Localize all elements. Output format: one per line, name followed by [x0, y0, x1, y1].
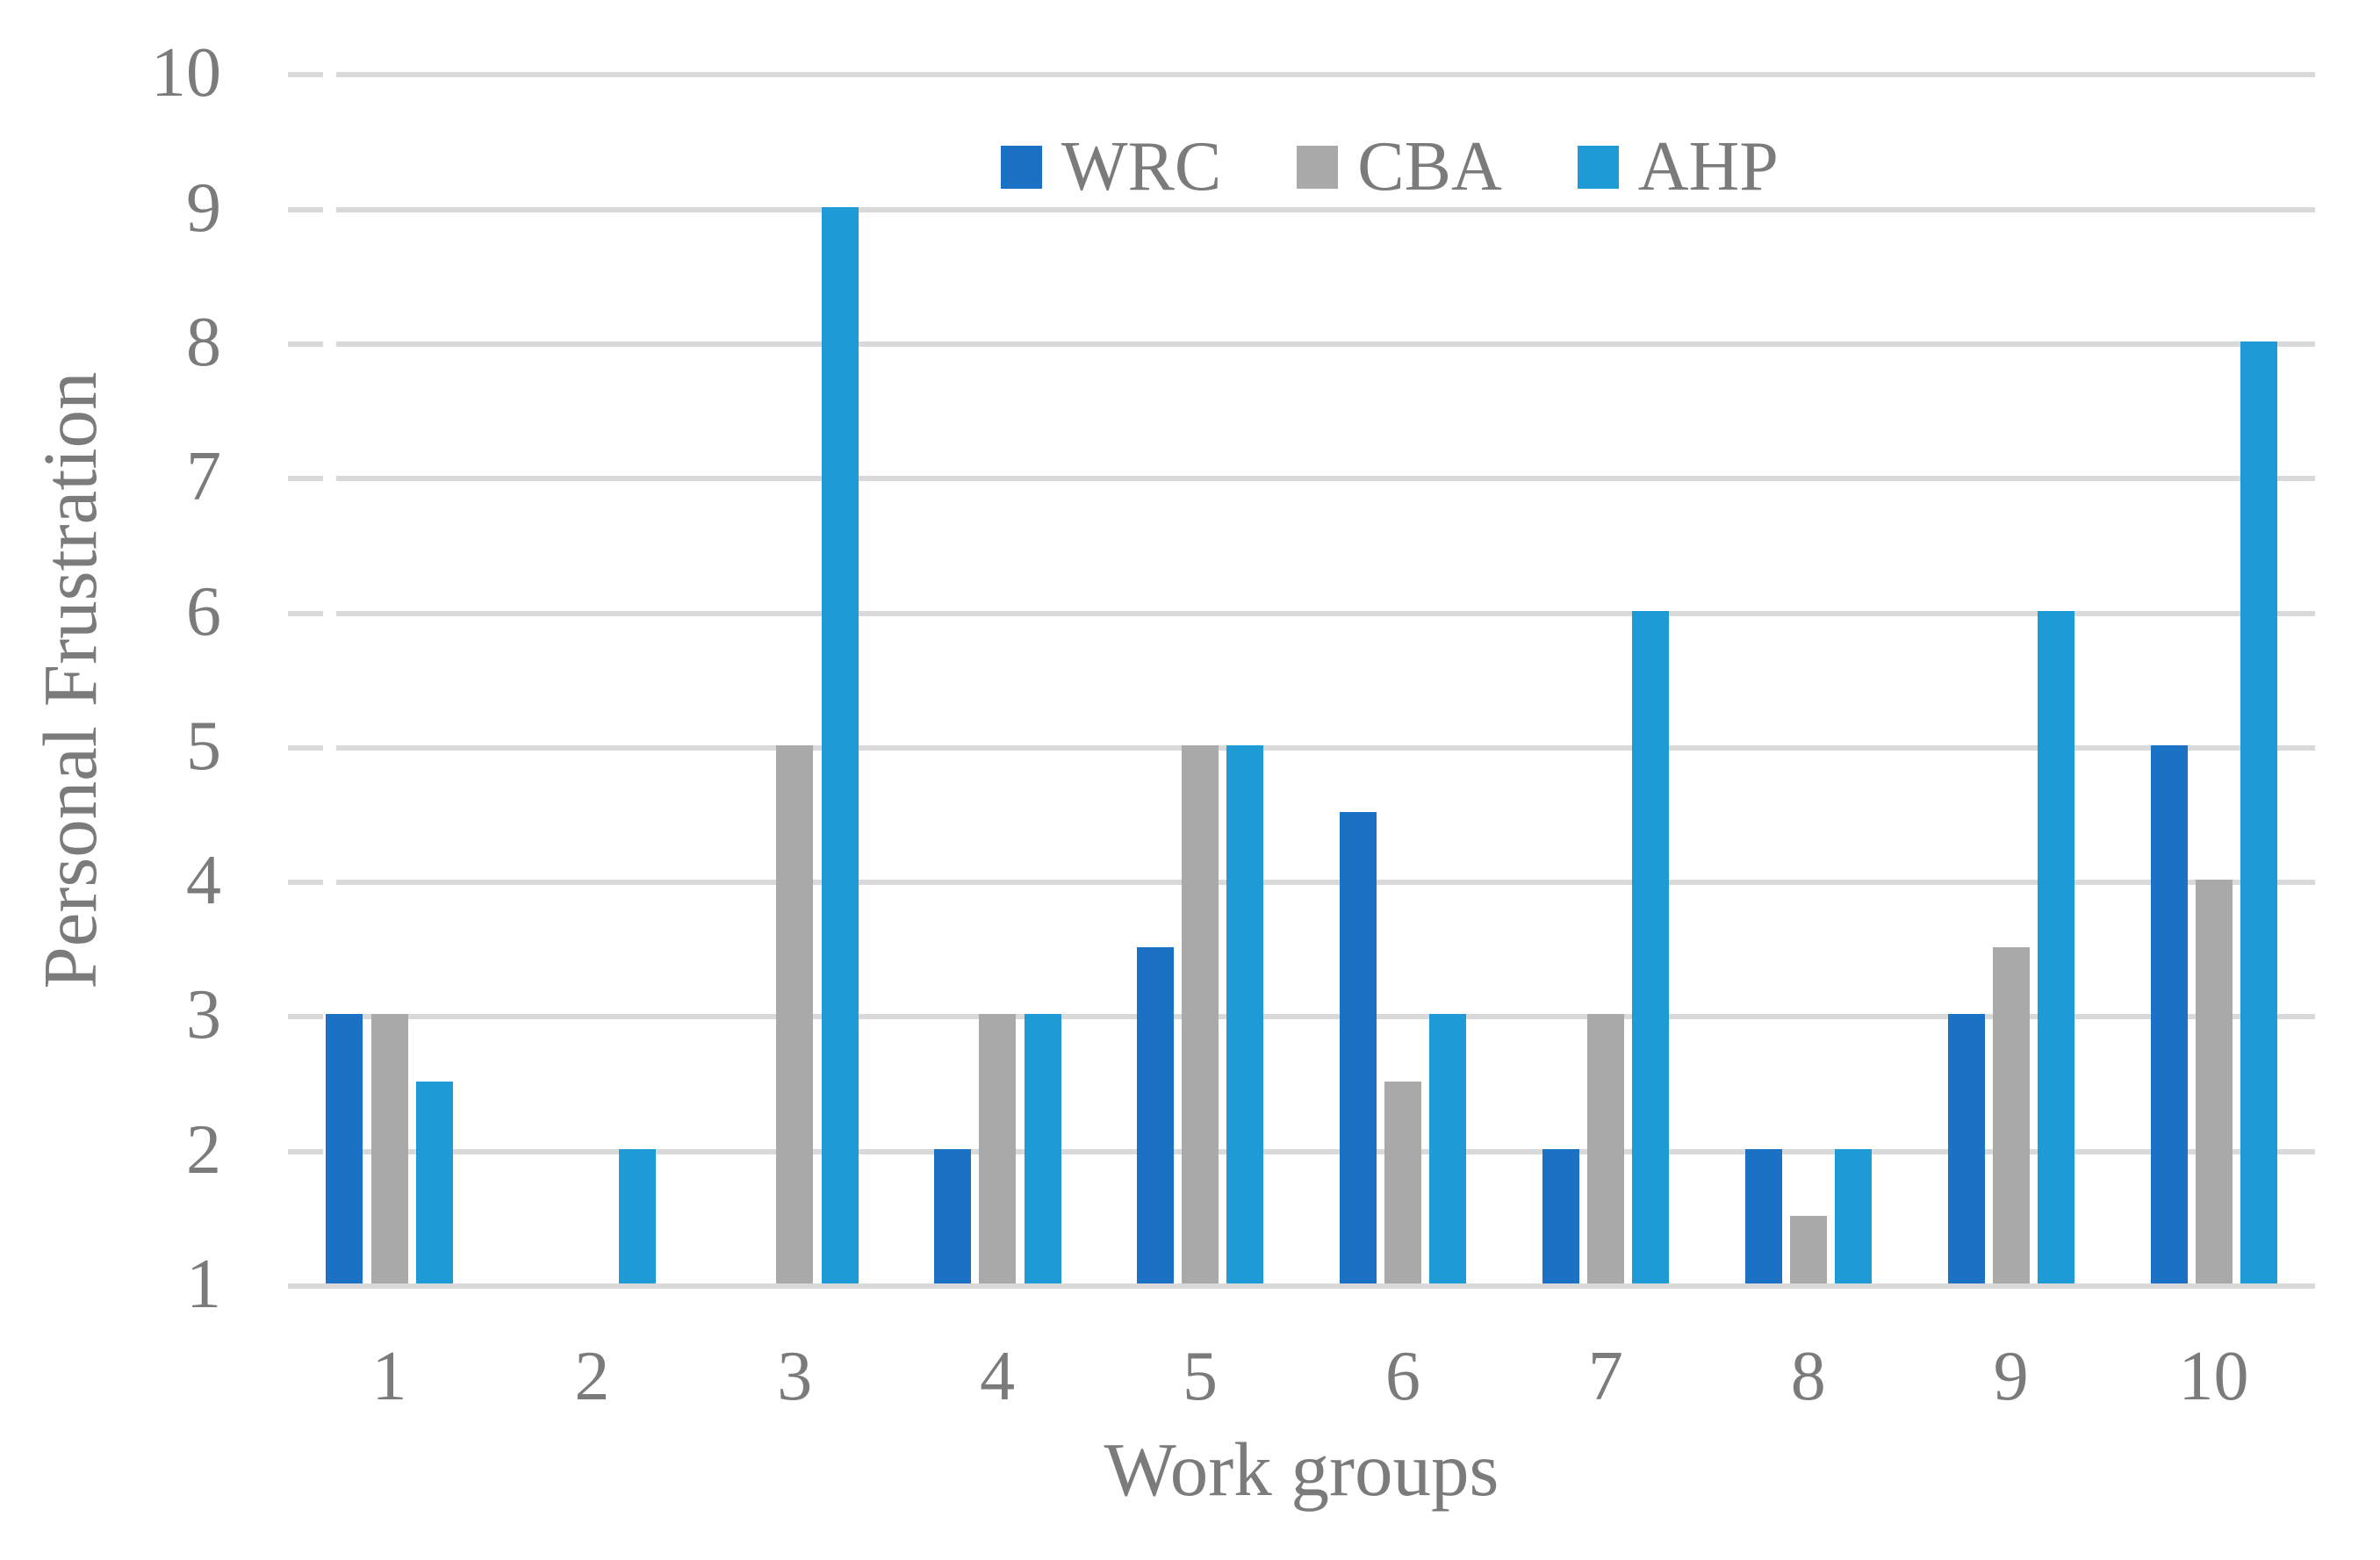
bar-CBA-group-4 [979, 1014, 1017, 1283]
bar-AHP-group-2 [618, 1148, 656, 1283]
gridline [336, 1148, 2315, 1154]
bar-WRC-group-6 [1339, 812, 1377, 1283]
y-tick-label: 8 [186, 303, 221, 381]
bar-AHP-group-1 [415, 1082, 453, 1283]
y-tick-label: 2 [186, 1111, 221, 1189]
bar-CBA-group-6 [1384, 1082, 1422, 1283]
y-tick-label: 4 [186, 842, 221, 920]
y-axis-tick [288, 1148, 323, 1154]
bar-AHP-group-4 [1024, 1014, 1061, 1283]
y-axis-tick [288, 341, 323, 347]
y-axis-tick [288, 72, 323, 78]
bar-CBA-group-9 [1992, 946, 2030, 1283]
bar-CBA-group-7 [1587, 1014, 1625, 1283]
gridline [336, 880, 2315, 886]
y-tick-label: 1 [186, 1246, 221, 1323]
bar-WRC-group-10 [2150, 744, 2188, 1283]
y-axis-tick [288, 610, 323, 616]
bar-WRC-group-8 [1744, 1148, 1782, 1283]
legend-item-AHP: AHP [1577, 128, 1779, 205]
gridline [336, 72, 2315, 78]
gridline [336, 610, 2315, 616]
bar-CBA-group-8 [1789, 1216, 1827, 1283]
y-tick-label: 5 [186, 707, 221, 785]
y-tick-label: 9 [186, 169, 221, 247]
gridline [336, 1014, 2315, 1020]
y-axis-title: Personal Frustration [27, 371, 112, 989]
y-tick-label: 10 [151, 34, 221, 112]
x-tick-label: 8 [1790, 1338, 1826, 1415]
bar-AHP-group-6 [1429, 1014, 1467, 1283]
bar-WRC-group-5 [1137, 946, 1175, 1283]
legend-label: AHP [1637, 128, 1779, 205]
y-axis-tick [288, 476, 323, 482]
legend-swatch-AHP [1577, 145, 1619, 189]
gridline [336, 744, 2315, 751]
y-axis-tick [288, 880, 323, 886]
legend-label: WRC [1061, 128, 1222, 205]
legend: WRC CBA AHP [1001, 132, 1779, 202]
x-tick-label: 6 [1384, 1338, 1420, 1415]
legend-swatch-WRC [1001, 145, 1042, 189]
y-tick-label: 7 [186, 438, 221, 516]
x-tick-label: 7 [1587, 1338, 1623, 1415]
y-axis-tick [288, 206, 323, 212]
gridline [336, 206, 2315, 212]
legend-label: CBA [1357, 128, 1502, 205]
bar-CBA-group-3 [776, 744, 814, 1283]
x-tick-label: 4 [980, 1338, 1016, 1415]
bar-WRC-group-4 [934, 1148, 972, 1283]
gridline [336, 341, 2315, 347]
bar-AHP-group-3 [821, 206, 859, 1283]
bar-AHP-group-8 [1835, 1148, 1873, 1283]
x-tick-label: 9 [1993, 1338, 2029, 1415]
x-tick-label: 3 [777, 1338, 813, 1415]
bar-CBA-group-10 [2195, 880, 2233, 1283]
x-axis-title: Work groups [1104, 1427, 1499, 1512]
bar-CBA-group-1 [370, 1014, 408, 1283]
x-tick-label: 2 [574, 1338, 610, 1415]
y-axis-tick [288, 1014, 323, 1020]
bar-AHP-group-7 [1632, 610, 1670, 1283]
y-tick-label: 6 [186, 572, 221, 651]
x-axis-line [288, 1283, 2315, 1289]
bar-AHP-group-5 [1226, 744, 1264, 1283]
legend-item-CBA: CBA [1297, 132, 1502, 202]
bar-AHP-group-10 [2240, 341, 2277, 1283]
legend-swatch-CBA [1297, 145, 1339, 189]
bar-CBA-group-5 [1182, 744, 1219, 1283]
gridline [336, 476, 2315, 482]
bar-WRC-group-9 [1947, 1014, 1985, 1283]
y-axis-tick [288, 744, 323, 751]
x-tick-label: 10 [2178, 1338, 2249, 1415]
x-tick-label: 5 [1183, 1338, 1219, 1415]
legend-item-WRC: WRC [1001, 132, 1221, 202]
bar-AHP-group-9 [2038, 610, 2075, 1283]
x-tick-label: 1 [371, 1338, 407, 1415]
y-tick-label: 3 [186, 976, 221, 1054]
bar-WRC-group-1 [326, 1014, 363, 1283]
bar-WRC-group-7 [1542, 1148, 1579, 1283]
